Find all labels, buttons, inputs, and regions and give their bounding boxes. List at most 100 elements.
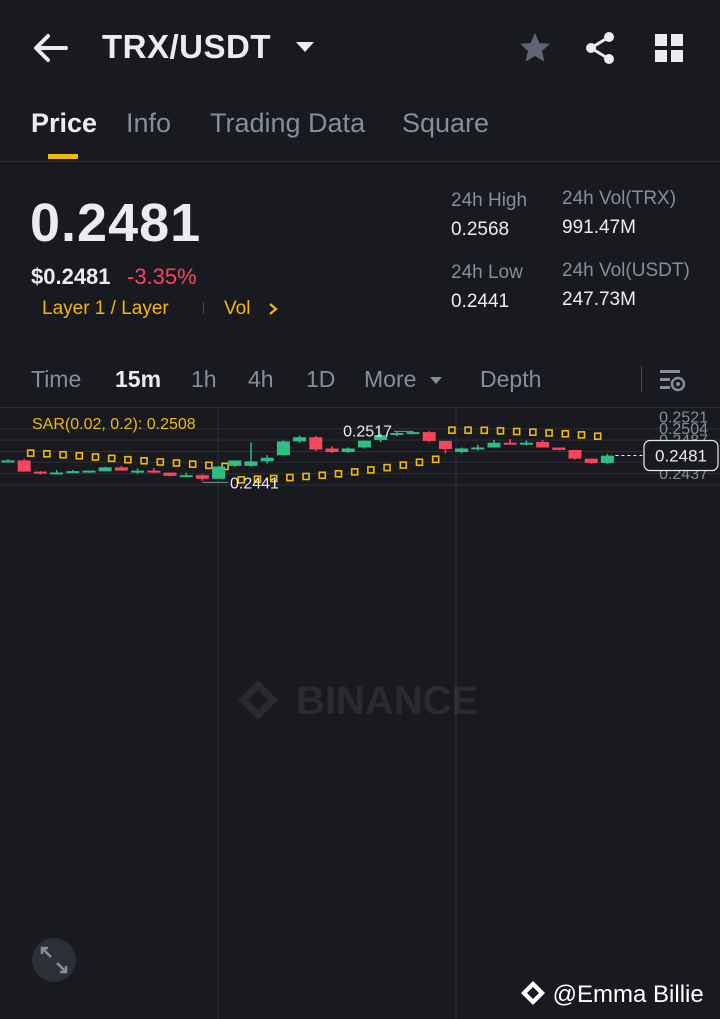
timeframe-divider: [641, 366, 642, 392]
active-tab-indicator: [48, 154, 78, 159]
timeframe-bar: Time 15m 1h 4h 1D More Depth: [0, 352, 720, 408]
sar-point: [156, 458, 165, 466]
last-price: 0.2481: [30, 193, 202, 253]
tf-time[interactable]: Time: [31, 366, 82, 392]
candle: [131, 468, 145, 474]
vol-trx-value: 991.47M: [562, 217, 636, 238]
candle: [309, 436, 323, 452]
sar-point: [334, 469, 343, 478]
chevron-right-icon: [268, 303, 278, 315]
candle: [357, 440, 371, 449]
candle-body: [390, 433, 404, 436]
candle-body: [147, 470, 161, 473]
candle: [374, 433, 388, 443]
candle: [341, 447, 355, 453]
tf-1h[interactable]: 1h: [191, 366, 217, 392]
tf-15m[interactable]: 15m: [115, 366, 162, 392]
candle: [195, 474, 209, 481]
candle-body: [568, 449, 582, 459]
candle-body: [374, 435, 388, 440]
sar-point: [188, 460, 197, 468]
candle-body: [195, 475, 209, 479]
y-tick-label: 0.2521: [659, 410, 708, 427]
candle: [33, 471, 47, 475]
tag-vol[interactable]: Vol: [224, 298, 280, 320]
current-price-box: [643, 439, 719, 472]
expand-chart-button[interactable]: [32, 938, 76, 982]
price-change-percent: -3.35%: [127, 264, 197, 289]
star-icon[interactable]: [517, 30, 553, 66]
high-value: 0.2568: [451, 219, 510, 240]
sar-point: [545, 429, 553, 437]
sar-point: [415, 458, 424, 467]
candles: [1, 431, 614, 481]
sar-point: [75, 452, 84, 460]
tab-info[interactable]: Info: [126, 108, 172, 138]
candle: [438, 440, 452, 454]
candle: [276, 440, 290, 456]
sar-point: [512, 427, 521, 436]
sar-point: [318, 471, 327, 480]
tf-1d[interactable]: 1D: [306, 366, 336, 392]
candle-body: [66, 471, 80, 474]
candle-body: [503, 442, 517, 445]
tab-square[interactable]: Square: [402, 108, 490, 138]
candle: [1, 459, 15, 463]
current-price-label: 0.2481: [655, 447, 707, 466]
tf-more-label: More: [364, 366, 417, 392]
candle-body: [325, 448, 339, 453]
candle-body: [552, 447, 566, 450]
candle-body: [244, 461, 258, 466]
candle: [17, 459, 31, 472]
price-markers: 0.2517 0.2441 0.2481: [202, 423, 719, 492]
sar-point: [367, 466, 375, 474]
candle-body: [260, 457, 274, 462]
sar-point: [124, 455, 132, 464]
pair-title[interactable]: TRX/USDT: [102, 28, 271, 65]
candle: [422, 431, 436, 442]
vol-trx-label: 24h Vol(TRX): [562, 188, 677, 209]
candle: [600, 453, 614, 464]
candle: [82, 470, 96, 473]
sar-point: [464, 426, 472, 434]
tag-layer[interactable]: Layer 1 / Layer: [42, 298, 169, 319]
tag-vol-label: Vol: [224, 298, 251, 319]
candle: [66, 470, 80, 474]
tf-4h[interactable]: 4h: [248, 366, 274, 392]
tab-price[interactable]: Price: [31, 108, 98, 138]
candle-body: [536, 442, 550, 448]
caret-down-icon: [429, 376, 442, 384]
binance-logo-icon: [238, 680, 278, 720]
sar-point: [399, 461, 408, 469]
sar-point: [140, 456, 148, 465]
candle-body: [293, 437, 307, 442]
binance-logo-icon: [521, 981, 545, 1005]
sar-point: [26, 449, 35, 457]
candle-body: [406, 432, 420, 435]
chart-settings-icon[interactable]: [658, 366, 686, 394]
candle: [487, 439, 501, 448]
sar-point: [237, 476, 246, 484]
candle: [536, 439, 550, 448]
tf-more[interactable]: More: [364, 366, 443, 393]
sar-point: [269, 474, 278, 483]
sar-point: [383, 463, 391, 472]
back-arrow-icon[interactable]: [30, 30, 70, 66]
sar-point: [480, 426, 489, 435]
candle-body: [455, 448, 469, 453]
tf-depth[interactable]: Depth: [480, 366, 542, 392]
grid-icon[interactable]: [654, 33, 684, 63]
candle-body: [341, 448, 355, 453]
caret-down-icon[interactable]: [294, 40, 316, 54]
candle: [114, 466, 128, 471]
share-icon[interactable]: [582, 30, 618, 66]
candlestick-chart[interactable]: BINANCE 0.25210.25040.24870.24710.24540.…: [0, 408, 720, 1019]
candle-body: [212, 466, 226, 479]
user-watermark: @Emma Billie: [520, 980, 704, 1009]
chart-area[interactable]: BINANCE 0.25210.25040.24870.24710.24540.…: [0, 408, 720, 1019]
candle: [244, 442, 258, 467]
candle: [293, 435, 307, 443]
candle-body: [228, 460, 242, 466]
tab-trading-data[interactable]: Trading Data: [210, 108, 366, 138]
sar-point: [253, 475, 262, 483]
